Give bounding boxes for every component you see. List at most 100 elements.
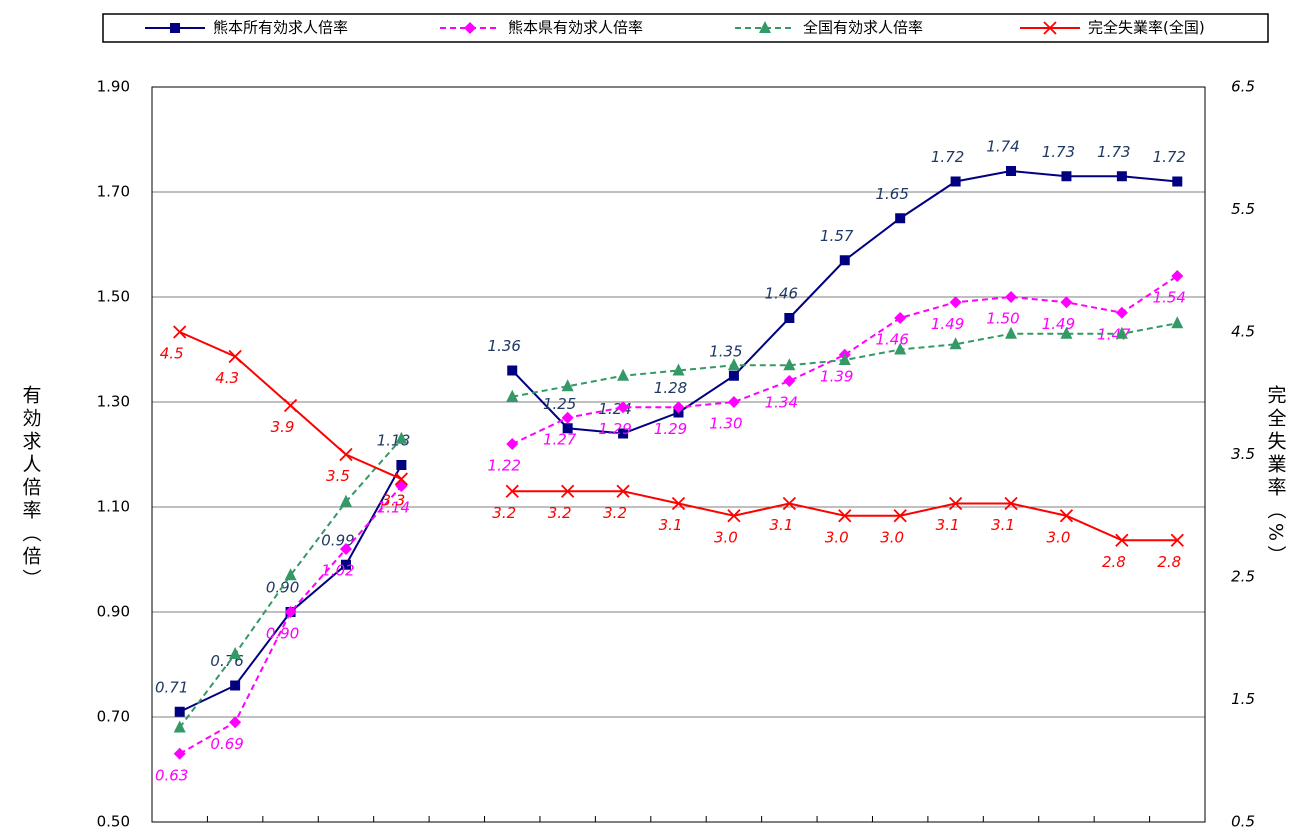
point <box>284 606 297 618</box>
y2-axis-title: 完全失業率（%） <box>1265 385 1287 568</box>
data-label: 1.72 <box>931 148 964 166</box>
data-label: 1.29 <box>598 420 631 438</box>
data-label: 3.1 <box>991 516 1015 534</box>
data-label: 4.5 <box>160 345 184 363</box>
data-label: 1.25 <box>543 395 576 413</box>
point <box>229 716 242 729</box>
data-label: 3.0 <box>714 528 738 546</box>
y-tick-label: 1.50 <box>97 288 130 306</box>
data-label: 1.27 <box>543 430 577 448</box>
data-label: 1.74 <box>986 138 1019 156</box>
point <box>727 396 740 408</box>
legend-label: 完全失業率(全国) <box>1088 19 1205 37</box>
point <box>1005 291 1018 303</box>
y-tick-label: 1.70 <box>97 183 130 201</box>
data-label: 1.34 <box>765 394 798 412</box>
data-label: 1.46 <box>875 331 908 349</box>
point <box>561 411 574 424</box>
point <box>229 647 242 659</box>
point <box>173 325 187 339</box>
data-label: 1.29 <box>654 420 687 438</box>
point <box>396 460 407 470</box>
y-tick-label: 1.10 <box>97 498 130 516</box>
point <box>1060 326 1073 339</box>
data-label: 0.63 <box>155 766 188 784</box>
y-axis-title: 有効求人倍率（倍） <box>20 385 42 592</box>
point <box>618 428 629 439</box>
point <box>561 484 575 498</box>
legend-box <box>102 13 1269 43</box>
data-label: 1.46 <box>765 285 798 303</box>
point <box>505 484 519 498</box>
y2-tick-label: 2.5 <box>1231 568 1255 586</box>
data-label: 1.65 <box>875 185 908 203</box>
point <box>617 401 630 414</box>
point <box>783 358 796 371</box>
y2-tick-label: 6.5 <box>1231 78 1255 96</box>
point <box>507 365 518 376</box>
point <box>893 509 907 523</box>
point <box>948 496 963 511</box>
data-label: 3.0 <box>1047 528 1071 546</box>
data-label: 1.36 <box>488 337 521 355</box>
data-label: 2.8 <box>1157 553 1181 571</box>
point <box>1059 509 1074 523</box>
point <box>1004 496 1018 511</box>
y2-tick-label: 5.5 <box>1231 200 1255 218</box>
point <box>672 363 685 376</box>
point <box>506 389 519 402</box>
legend-label: 熊本県有効求人倍率 <box>508 19 643 37</box>
data-label: 1.30 <box>709 415 742 433</box>
series-line <box>179 275 1178 755</box>
data-label: 1.57 <box>820 227 854 245</box>
y-tick-label: 1.30 <box>97 393 130 411</box>
y2-tick-label: 0.5 <box>1231 813 1255 831</box>
data-label: 3.2 <box>603 504 627 522</box>
data-label: 0.71 <box>155 678 188 696</box>
point <box>672 401 685 414</box>
data-label: 3.1 <box>769 516 793 534</box>
plot-frame <box>151 86 1206 823</box>
point <box>283 398 298 413</box>
point <box>173 720 186 733</box>
series-line <box>179 169 1178 713</box>
point <box>1171 316 1184 329</box>
point <box>894 342 907 355</box>
point <box>230 680 241 691</box>
legend-label: 全国有効求人倍率 <box>803 19 923 37</box>
data-label: 1.73 <box>1097 143 1130 161</box>
y-tick-label: 1.90 <box>97 78 130 96</box>
point <box>1060 296 1073 309</box>
point <box>727 509 741 523</box>
point <box>561 379 574 392</box>
legend-marker <box>1043 21 1057 35</box>
point <box>1115 306 1128 319</box>
data-label: 1.73 <box>1042 143 1075 161</box>
data-label: 3.1 <box>659 516 683 534</box>
legend-marker <box>170 23 180 33</box>
point <box>895 213 906 224</box>
data-label: 3.5 <box>326 467 350 485</box>
point <box>783 375 796 387</box>
data-label: 0.99 <box>321 531 354 549</box>
point <box>727 358 740 371</box>
data-label: 4.3 <box>215 369 239 387</box>
data-label: 1.54 <box>1153 289 1186 307</box>
point <box>395 431 408 444</box>
data-label: 1.35 <box>709 342 742 360</box>
data-label: 1.22 <box>488 457 521 475</box>
y2-tick-label: 4.5 <box>1231 323 1255 341</box>
y2-tick-label: 1.5 <box>1231 690 1255 708</box>
data-label: 1.72 <box>1153 148 1186 166</box>
data-label: 1.28 <box>654 379 687 397</box>
point <box>784 313 795 323</box>
point <box>616 484 630 498</box>
point <box>174 706 185 717</box>
point <box>617 368 630 381</box>
data-label: 3.0 <box>825 528 849 546</box>
y-tick-label: 0.70 <box>97 708 130 726</box>
point <box>1006 166 1017 176</box>
point <box>671 496 686 511</box>
point <box>1061 171 1072 182</box>
point <box>950 176 961 187</box>
